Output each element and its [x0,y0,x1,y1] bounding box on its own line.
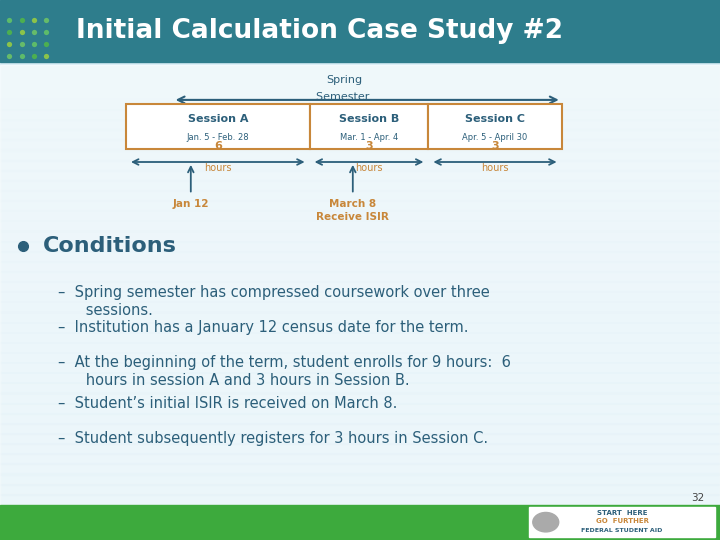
Bar [0,484,720,495]
Text: –  Institution has a January 12 census date for the term.: – Institution has a January 12 census da… [58,320,468,335]
Bar [0,443,720,454]
Bar [0,180,720,191]
Bar [0,281,720,292]
Circle shape [533,512,559,532]
Bar [0,150,720,161]
Text: 3: 3 [365,141,373,151]
Bar [0,159,720,171]
Bar [0,271,720,282]
Text: –  Student subsequently registers for 3 hours in Session C.: – Student subsequently registers for 3 h… [58,431,487,447]
Text: 3: 3 [491,141,499,151]
Text: Receive ISIR: Receive ISIR [316,212,390,222]
Text: START  HERE: START HERE [597,510,647,516]
Bar [0,139,720,151]
Text: FEDERAL STUDENT AID: FEDERAL STUDENT AID [581,528,663,533]
Bar [0,362,720,373]
Text: Semester: Semester [316,92,372,102]
Text: –  At the beginning of the term, student enrolls for 9 hours:  6
      hours in : – At the beginning of the term, student … [58,355,510,388]
Bar [0,241,720,252]
Text: Initial Calculation Case Study #2: Initial Calculation Case Study #2 [76,18,562,44]
Text: 32: 32 [691,493,704,503]
Text: –  Spring semester has compressed coursework over three
      sessions.: – Spring semester has compressed coursew… [58,285,490,318]
Text: GO  FURTHER: GO FURTHER [595,517,649,524]
Bar [0,332,720,343]
Bar [0,210,720,221]
Bar [0,352,720,363]
Bar [0,190,720,201]
Text: hours: hours [204,163,232,173]
FancyBboxPatch shape [310,104,428,148]
Text: Mar. 1 - Apr. 4: Mar. 1 - Apr. 4 [340,133,398,142]
Bar [0,301,720,313]
Text: Apr. 5 - April 30: Apr. 5 - April 30 [462,133,528,142]
Bar [0,453,720,464]
Bar [0,322,720,333]
Bar [0,474,720,485]
Text: Spring: Spring [326,75,362,85]
Bar [0,393,720,404]
Bar [0,342,720,353]
Bar [0,231,720,241]
Bar [0,200,720,211]
Bar [0,494,720,505]
Text: hours: hours [481,163,509,173]
FancyBboxPatch shape [428,104,562,148]
FancyBboxPatch shape [126,104,310,148]
Bar [0,251,720,262]
Text: Jan 12: Jan 12 [173,199,209,209]
Bar [0,463,720,475]
Text: March 8: March 8 [329,199,377,209]
Bar [0,291,720,302]
Bar [0,65,720,505]
Text: Jan. 5 - Feb. 28: Jan. 5 - Feb. 28 [186,133,249,142]
Bar [0,119,720,130]
Text: –  Student’s initial ISIR is received on March 8.: – Student’s initial ISIR is received on … [58,396,397,411]
Text: Session A: Session A [187,114,248,124]
Bar [0,220,720,232]
Bar [0,0,720,62]
Bar [529,507,715,537]
Bar [0,413,720,424]
Bar [0,129,720,140]
Text: Conditions: Conditions [43,235,177,256]
Bar [0,0,720,65]
Bar [0,99,720,110]
Text: Session B: Session B [339,114,399,124]
Bar [0,433,720,444]
Bar [0,423,720,434]
Bar [0,382,720,394]
Text: Session C: Session C [465,114,525,124]
Bar [0,261,720,272]
Bar [0,372,720,383]
Bar [0,312,720,322]
Bar [0,403,720,414]
Text: hours: hours [355,163,383,173]
Bar [0,170,720,181]
Bar [0,505,720,540]
Bar [0,109,720,120]
Text: 6: 6 [214,141,222,151]
